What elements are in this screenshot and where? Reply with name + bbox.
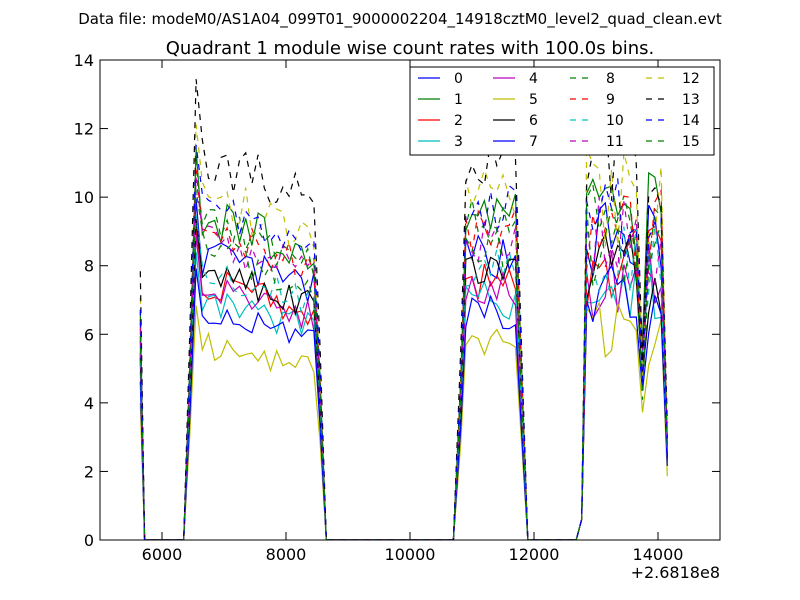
- legend-frame: [409, 66, 715, 156]
- y-tick-label: 14: [74, 51, 94, 70]
- series-layer: [139, 79, 668, 540]
- y-tick-label: 6: [84, 325, 94, 344]
- series-line-6: [139, 219, 668, 540]
- series-line-15: [139, 190, 668, 540]
- series-line-8: [139, 161, 668, 540]
- chart-title: Quadrant 1 module wise count rates with …: [166, 38, 655, 59]
- series-line-14: [139, 144, 668, 540]
- series-line-2: [139, 225, 668, 540]
- y-tick-label: 2: [84, 462, 94, 481]
- x-tick-label: 8000: [266, 545, 307, 564]
- x-tick-label: 6000: [142, 545, 183, 564]
- x-tick-label: 12000: [509, 545, 560, 564]
- series-line-13: [139, 79, 668, 540]
- x-tick-label: 14000: [633, 545, 684, 564]
- series-line-10: [139, 214, 668, 540]
- legend-label-8: 8: [606, 71, 615, 87]
- series-line-12: [139, 124, 668, 540]
- x-offset-label: +2.6818e8: [631, 563, 720, 582]
- y-tick-label: 4: [84, 394, 94, 413]
- legend-label-13: 13: [682, 92, 700, 108]
- legend-label-12: 12: [682, 71, 700, 87]
- series-line-9: [139, 169, 668, 540]
- legend-label-15: 15: [682, 134, 700, 150]
- legend-label-5: 5: [529, 92, 538, 108]
- series-line-7: [139, 264, 668, 540]
- y-tick-label: 0: [84, 531, 94, 550]
- legend-label-2: 2: [454, 113, 463, 129]
- x-tick-label: 10000: [385, 545, 436, 564]
- y-tick-label: 8: [84, 257, 94, 276]
- legend-label-9: 9: [606, 92, 615, 108]
- legend-label-1: 1: [454, 92, 463, 108]
- legend-label-0: 0: [454, 71, 463, 87]
- y-tick-label: 12: [74, 120, 94, 139]
- legend-label-11: 11: [606, 134, 624, 150]
- legend-label-6: 6: [529, 113, 538, 129]
- series-line-0: [139, 198, 668, 540]
- legend-label-7: 7: [529, 134, 538, 150]
- legend-label-4: 4: [529, 71, 538, 87]
- legend-label-14: 14: [682, 113, 700, 129]
- y-tick-label: 10: [74, 188, 94, 207]
- legend-label-10: 10: [606, 113, 624, 129]
- chart-suptitle: Data file: modeM0/AS1A04_099T01_90000022…: [78, 10, 722, 29]
- series-line-5: [139, 300, 668, 540]
- legend-label-3: 3: [454, 134, 463, 150]
